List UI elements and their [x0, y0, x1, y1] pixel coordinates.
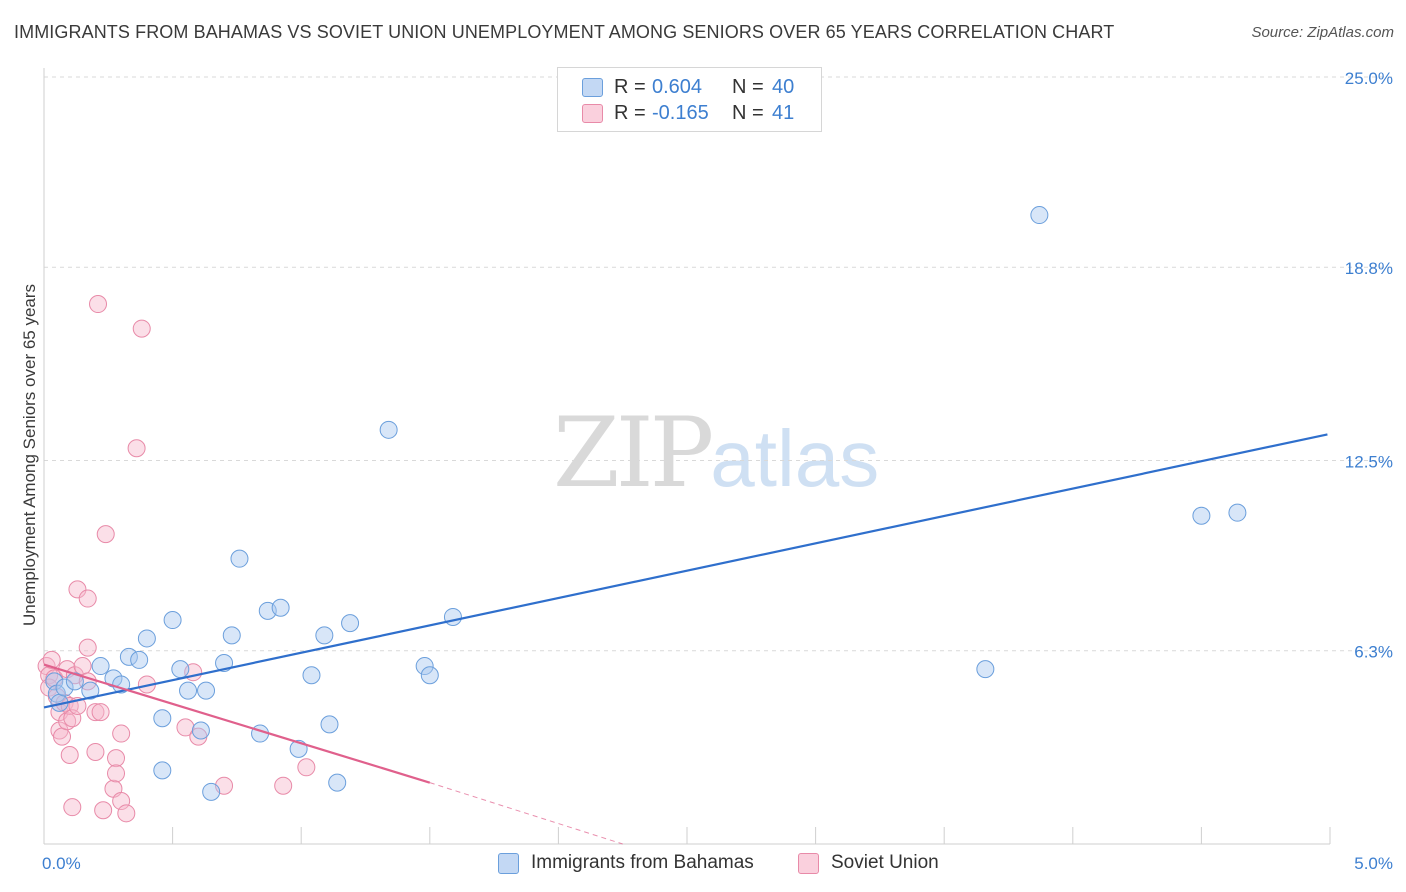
data-point-bahamas	[230, 549, 249, 568]
data-point-bahamas	[179, 681, 198, 700]
data-point-soviet-union	[127, 439, 146, 458]
y-tick-label: 6.3%	[1354, 643, 1393, 662]
data-point-bahamas	[202, 782, 221, 801]
legend-r-label: R =	[614, 102, 646, 124]
data-point-soviet-union	[73, 657, 92, 676]
data-point-bahamas	[153, 761, 172, 780]
data-point-soviet-union	[63, 798, 82, 817]
data-point-bahamas	[976, 660, 995, 679]
watermark-zip: ZIP	[553, 397, 714, 509]
data-point-soviet-union	[86, 742, 105, 761]
legend-swatch-pink	[582, 104, 603, 123]
data-point-bahamas	[153, 709, 172, 728]
data-point-bahamas	[191, 721, 210, 740]
data-point-bahamas	[1228, 503, 1247, 522]
data-point-soviet-union	[94, 801, 113, 820]
data-point-bahamas	[328, 773, 347, 792]
data-point-bahamas	[163, 611, 182, 630]
data-point-soviet-union	[89, 295, 108, 314]
data-point-bahamas	[81, 681, 100, 700]
y-axis-label: Unemployment Among Seniors over 65 years	[20, 283, 39, 627]
data-point-bahamas	[197, 681, 216, 700]
data-point-soviet-union	[86, 703, 105, 722]
bottom-legend-swatch-pink	[798, 853, 819, 874]
data-point-bahamas	[91, 657, 110, 676]
data-point-soviet-union	[60, 746, 79, 765]
y-tick-label: 25.0%	[1345, 69, 1393, 88]
trend-line-soviet-union-extension	[429, 782, 623, 845]
data-point-bahamas	[420, 666, 439, 685]
data-point-bahamas	[415, 657, 434, 676]
data-point-bahamas	[55, 678, 74, 697]
data-point-soviet-union	[112, 724, 131, 743]
x-tick-label: 5.0%	[1354, 854, 1393, 873]
data-point-bahamas	[1192, 506, 1211, 525]
bottom-legend-label: Immigrants from Bahamas	[531, 852, 754, 873]
legend-n-value: 40	[772, 76, 795, 98]
data-point-soviet-union	[42, 650, 61, 669]
watermark: ZIPatlas	[553, 405, 879, 502]
data-point-soviet-union	[68, 580, 87, 599]
data-point-bahamas	[1030, 206, 1049, 225]
trend-line-soviet-union	[43, 663, 431, 784]
watermark-atlas: atlas	[710, 414, 880, 503]
data-point-soviet-union	[132, 319, 151, 338]
series-bahamas-points	[45, 206, 1247, 801]
data-point-soviet-union	[117, 804, 136, 823]
data-point-soviet-union	[107, 764, 126, 783]
legend-r-value: 0.604	[652, 76, 703, 98]
legend-r-value: -0.165	[652, 102, 709, 124]
bottom-legend-label: Soviet Union	[831, 852, 939, 873]
data-point-bahamas	[130, 650, 149, 669]
y-tick-label: 18.8%	[1345, 259, 1393, 278]
data-point-bahamas	[315, 626, 334, 645]
data-point-bahamas	[171, 660, 190, 679]
trend-lines	[43, 433, 1328, 845]
legend-swatch-blue	[582, 78, 603, 97]
data-point-soviet-union	[274, 776, 293, 795]
x-tick-label: 0.0%	[42, 854, 81, 873]
data-point-bahamas	[302, 666, 321, 685]
data-point-soviet-union	[53, 727, 72, 746]
data-point-bahamas	[341, 614, 360, 633]
data-point-soviet-union	[58, 712, 77, 731]
y-tick-label: 12.5%	[1345, 453, 1393, 472]
legend-n-value: 41	[772, 102, 795, 124]
tick-labels: 6.3% 12.5% 18.8% 25.0% 0.0% 5.0%	[42, 69, 1393, 873]
data-point-soviet-union	[176, 718, 195, 737]
data-point-soviet-union	[96, 525, 115, 544]
data-point-bahamas	[379, 420, 398, 439]
data-point-bahamas	[137, 629, 156, 648]
chart-title: IMMIGRANTS FROM BAHAMAS VS SOVIET UNION …	[14, 22, 1115, 42]
data-point-soviet-union	[78, 589, 97, 608]
legend-r-label: R =	[614, 76, 646, 98]
data-point-bahamas	[222, 626, 241, 645]
data-point-bahamas	[119, 647, 138, 666]
axes	[43, 68, 1331, 845]
data-point-soviet-union	[78, 638, 97, 657]
data-point-bahamas	[271, 598, 290, 617]
bottom-legend-swatch-blue	[498, 853, 519, 874]
data-point-soviet-union	[91, 703, 110, 722]
data-point-soviet-union	[107, 749, 126, 768]
data-point-soviet-union	[297, 758, 316, 777]
source-credit: Source: ZipAtlas.com	[1251, 24, 1394, 41]
data-point-bahamas	[443, 607, 462, 626]
series-soviet-union-points	[37, 295, 316, 823]
data-point-bahamas	[320, 715, 339, 734]
correlation-legend: R = 0.604 N = 40 R = -0.165 N = 41	[557, 67, 822, 132]
trend-line-bahamas	[43, 433, 1328, 709]
legend-n-label: N =	[732, 76, 764, 98]
legend-n-label: N =	[732, 102, 764, 124]
